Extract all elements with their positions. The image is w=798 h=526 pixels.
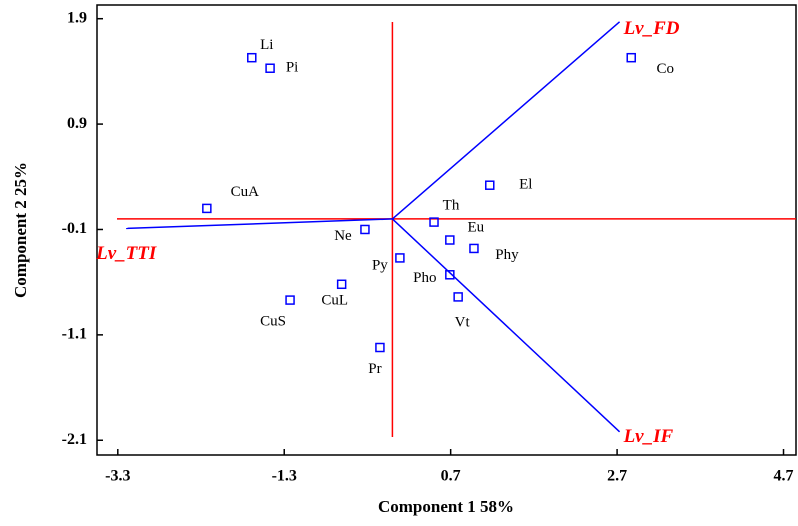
point-label: Co [656,61,674,77]
point-label: Ne [334,228,352,244]
point [375,342,385,353]
point-label: Li [260,37,273,53]
y-tick-label: -1.1 [62,326,87,343]
point-label: Th [443,198,460,214]
point [445,270,455,280]
point-label: CuL [321,293,348,309]
x-tick-label: -1.3 [272,468,297,485]
point [336,279,347,290]
point [202,203,212,214]
x-tick-label: 0.7 [441,468,461,485]
point-label: Pho [413,270,436,286]
x-tick-label: 4.7 [774,468,794,485]
point [429,217,439,227]
point-label: El [519,177,532,193]
point [285,295,295,305]
x-axis-label: Component 1 58% [378,497,514,516]
vector-label: Lv_TTI [95,243,157,264]
y-tick-label: -2.1 [62,431,87,448]
point [485,180,495,190]
point [626,52,636,63]
y-tick-label: 1.9 [67,9,87,26]
point-label: Py [372,257,388,273]
x-tick-label: -3.3 [105,468,130,485]
loading-vector [391,21,621,220]
point-label: Pi [286,60,299,76]
point-label: CuS [260,314,286,330]
loading-vector [391,218,621,433]
x-tick-label: 2.7 [607,468,627,485]
point-label: Eu [467,219,484,235]
point-label: Vt [455,314,471,330]
y-axis-label: Component 2 25% [11,162,30,298]
vector-label: Lv_FD [623,18,680,39]
vector-label: Lv_IF [623,426,674,447]
y-tick-label: 0.9 [67,115,87,132]
point [247,52,257,63]
plot-frame [96,4,797,456]
point [395,253,405,263]
loading-vector [126,218,393,230]
point-label: Phy [495,247,519,263]
point [445,235,455,245]
point [453,292,463,302]
point-label: CuA [231,184,260,200]
point [469,243,479,254]
y-tick-label: -0.1 [62,220,87,237]
point-label: Pr [368,361,381,377]
point [360,224,370,235]
point [265,63,275,73]
